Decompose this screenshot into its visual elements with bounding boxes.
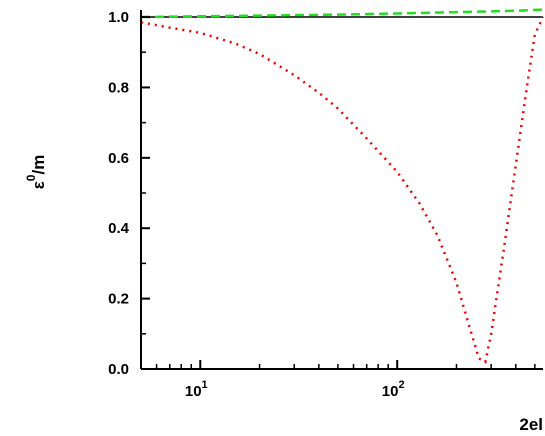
series-line-dashed <box>140 8 544 19</box>
y-tick-label: 0.0 <box>108 361 129 378</box>
x-tick-label: 101 <box>185 379 208 400</box>
y-tick-label: 1.0 <box>108 9 129 26</box>
axes: 0.0 0.2 0.4 0.6 0.8 1.0 101 102 <box>108 9 543 400</box>
y-tick-label: 0.6 <box>108 150 129 167</box>
y-axis-title: ε0/m <box>24 155 48 190</box>
x-axis-title: 2el <box>519 415 543 434</box>
y-tick-label: 0.8 <box>108 79 129 96</box>
y-tick-label: 0.2 <box>108 291 129 308</box>
x-tick-label: 102 <box>382 379 405 400</box>
plot-area <box>140 8 545 364</box>
series-line-dotted <box>140 16 545 364</box>
y-tick-label: 0.4 <box>108 220 130 237</box>
